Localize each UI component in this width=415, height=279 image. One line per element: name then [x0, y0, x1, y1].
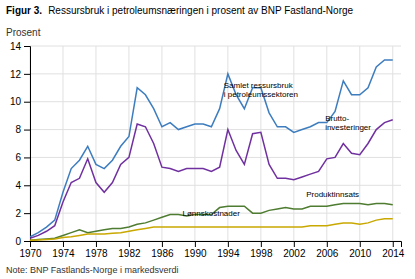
grid-line-y [30, 46, 401, 47]
y-tick-label: 6 [15, 152, 21, 163]
chart: Figur 3. Ressursbruk i petroleumsnæringen… [0, 0, 415, 279]
x-tick-mark [162, 241, 163, 247]
x-tick-mark [261, 241, 262, 247]
x-tick-mark [228, 241, 229, 247]
x-tick-label: 1994 [217, 248, 240, 259]
x-tick: 2002 [283, 241, 306, 259]
x-tick-mark [129, 241, 130, 247]
grid-line-x [260, 46, 261, 241]
y-axis: 0 2 4 6 8 10 12 14 [10, 41, 31, 247]
grid-line-x [62, 46, 63, 241]
grid-line-y [30, 73, 401, 74]
x-tick-label: 1978 [85, 248, 108, 259]
y-tick-mark [24, 74, 30, 75]
series-line [30, 203, 393, 240]
annotation: Samlet ressursbruki petroleumssektoren [224, 81, 298, 99]
x-tick-mark [195, 241, 196, 247]
y-tick-mark [24, 130, 30, 131]
annotations: Samlet ressursbruki petroleumssektoren Br… [183, 81, 372, 218]
x-tick-label: 2002 [283, 248, 306, 259]
y-tick-label: 10 [10, 96, 22, 107]
y-tick-label: 2 [15, 208, 21, 219]
x-tick-label: 1998 [250, 248, 273, 259]
y-tick: 6 [15, 152, 30, 163]
x-tick-mark [327, 241, 328, 247]
y-tick: 2 [15, 208, 30, 219]
grid-line-x [293, 46, 294, 241]
grid-line-x [95, 46, 96, 241]
y-tick-mark [24, 157, 30, 158]
x-axis: 1970 1974 1978 1982 1986 1990 1994 1998 2002 2006… [19, 241, 404, 259]
grid-line-x [161, 46, 162, 241]
grid-line-x [128, 46, 129, 241]
x-tick: 2010 [349, 241, 372, 259]
y-tick: 0 [15, 236, 30, 247]
plot: 1970 1974 1978 1982 1986 1990 1994 1998 2002 2006… [10, 41, 405, 259]
x-tick-mark [96, 241, 97, 247]
y-tick-label: 4 [15, 180, 21, 191]
x-tick-label: 1986 [151, 248, 174, 259]
y-tick-label: 8 [15, 124, 21, 135]
annotation: Produktinnsats [306, 190, 359, 199]
y-tick: 8 [15, 124, 30, 135]
x-tick: 1998 [250, 241, 273, 259]
y-tick-mark [24, 102, 30, 103]
series-line [30, 219, 393, 241]
y-axis-line [24, 47, 31, 242]
grid-line-x [359, 46, 360, 241]
x-tick-label: 1970 [19, 248, 42, 259]
x-tick-label: 1974 [52, 248, 75, 259]
note: Note: BNP Fastlands-Norge i markedsverdi [6, 265, 178, 275]
y-tick: 14 [10, 41, 30, 52]
y-tick-label: 12 [10, 69, 22, 80]
y-tick: 10 [10, 96, 30, 107]
grid-line-y [30, 185, 401, 186]
x-tick: 2014 [382, 241, 405, 259]
y-axis-label: Prosent [6, 27, 41, 38]
series-line [30, 60, 393, 237]
x-tick-mark [63, 241, 64, 247]
lines [30, 60, 393, 240]
grid-line-x [392, 46, 393, 241]
x-tick-mark [360, 241, 361, 247]
y-tick-mark [24, 213, 30, 214]
y-tick-mark [24, 46, 30, 47]
figure-label: Figur 3. [6, 5, 42, 16]
grid-line-x [326, 46, 327, 241]
x-tick-label: 2010 [349, 248, 372, 259]
y-tick: 12 [10, 69, 30, 80]
x-tick: 1994 [217, 241, 240, 259]
x-tick: 1982 [118, 241, 141, 259]
y-tick-mark [24, 185, 30, 186]
x-tick: 1974 [52, 241, 75, 259]
x-tick: 1978 [85, 241, 108, 259]
x-tick-label: 2014 [382, 248, 405, 259]
x-tick-label: 2006 [316, 248, 339, 259]
grid-line-y [30, 101, 401, 102]
grid-line-y [30, 157, 401, 158]
x-tick-mark [393, 241, 394, 247]
y-tick: 4 [15, 180, 30, 191]
x-tick-label: 1982 [118, 248, 141, 259]
x-tick-mark [294, 241, 295, 247]
x-axis-line [31, 242, 402, 248]
x-tick-label: 1990 [184, 248, 207, 259]
y-tick-label: 0 [15, 236, 21, 247]
annotation: Brutto-investeringer [325, 114, 371, 132]
y-tick-label: 14 [10, 41, 22, 52]
annotation: Lønnskostnader [183, 209, 241, 218]
x-tick: 1986 [151, 241, 174, 259]
x-tick: 1970 [19, 241, 42, 259]
grid [30, 46, 401, 241]
x-tick: 2006 [316, 241, 339, 259]
series-line [30, 120, 393, 238]
title: Ressursbruk i petroleumsnæringen i prose… [48, 5, 353, 16]
y-tick-mark [24, 241, 30, 242]
x-tick: 1990 [184, 241, 207, 259]
